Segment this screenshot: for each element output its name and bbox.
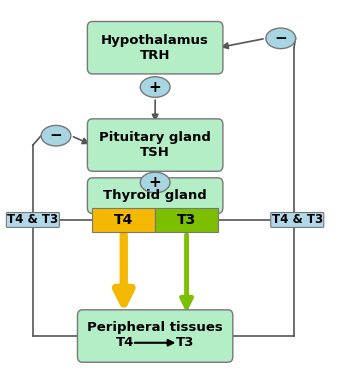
FancyBboxPatch shape [78,310,233,362]
Ellipse shape [140,172,170,193]
Text: −: − [50,128,62,143]
Text: −: − [274,31,287,46]
Ellipse shape [266,28,296,49]
Text: T3: T3 [176,336,194,349]
Text: Pituitary gland
TSH: Pituitary gland TSH [99,131,211,159]
Text: T4 & T3: T4 & T3 [272,214,323,226]
FancyBboxPatch shape [87,119,223,171]
Text: Thyroid gland: Thyroid gland [103,189,207,202]
Text: T4: T4 [116,336,134,349]
Text: Hypothalamus
TRH: Hypothalamus TRH [101,34,209,62]
Text: T3: T3 [177,213,196,227]
FancyBboxPatch shape [87,178,223,214]
Text: +: + [149,79,162,95]
Text: Peripheral tissues: Peripheral tissues [87,321,223,334]
Text: T4 & T3: T4 & T3 [7,214,58,226]
FancyBboxPatch shape [155,208,218,232]
Ellipse shape [41,125,71,146]
Text: T4: T4 [114,213,133,227]
FancyBboxPatch shape [87,22,223,74]
Ellipse shape [140,77,170,97]
Text: +: + [149,175,162,190]
FancyBboxPatch shape [92,208,155,232]
